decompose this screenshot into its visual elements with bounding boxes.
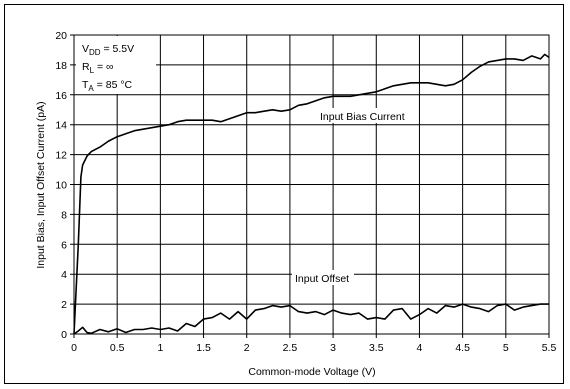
x-tick-label: 3.5 — [369, 342, 384, 354]
y-tick-label: 20 — [55, 30, 67, 42]
series-label-input-offset: Input Offset — [295, 273, 349, 285]
label-bg-bias — [316, 108, 416, 123]
y-tick-label: 16 — [55, 90, 67, 102]
x-tick-labels: 0 0.5 1 1.5 2 2.5 3 3.5 4 4.5 5 5.5 — [71, 342, 556, 354]
x-tick-label: 1.5 — [196, 342, 211, 354]
condition-ta: TA = 85 °C — [82, 79, 133, 93]
y-tick-labels: 0 2 4 6 8 10 12 14 16 18 20 — [55, 30, 67, 341]
y-tick-label: 12 — [55, 150, 67, 162]
x-axis-title: Common-mode Voltage (V) — [248, 366, 375, 378]
x-tick-label: 2 — [244, 342, 250, 354]
y-tick-label: 6 — [61, 239, 67, 251]
label-bg-offset — [292, 270, 354, 285]
x-tick-label: 0 — [71, 342, 77, 354]
plot-area-border — [73, 34, 550, 335]
x-tick-label: 0.5 — [110, 342, 125, 354]
x-tick-label: 2.5 — [283, 342, 298, 354]
y-tick-label: 0 — [61, 329, 67, 341]
series-line-input-bias-current — [73, 53, 550, 335]
x-tick-label: 3 — [330, 342, 336, 354]
conditions-box — [76, 36, 156, 94]
y-tick-label: 4 — [61, 269, 67, 281]
series-lines — [73, 53, 550, 335]
y-tick-label: 10 — [55, 180, 67, 192]
x-tick-label: 5.5 — [542, 342, 557, 354]
y-tick-label: 18 — [55, 60, 67, 72]
x-tick-label: 4 — [417, 342, 423, 354]
y-tick-label: 8 — [61, 209, 67, 221]
x-tick-label: 4.5 — [455, 342, 470, 354]
x-tick-label: 5 — [503, 342, 509, 354]
series-label-input-bias-current: Input Bias Current — [320, 111, 405, 123]
y-tick-label: 2 — [61, 299, 67, 311]
condition-rl: RL = ∞ — [82, 61, 114, 75]
x-tick-label: 1 — [157, 342, 163, 354]
condition-vdd: VDD = 5.5V — [82, 43, 134, 57]
y-axis-title: Input Bias, Input Offset Current (pA) — [35, 101, 47, 268]
y-tick-label: 14 — [55, 120, 67, 132]
series-line-input-offset — [73, 303, 549, 335]
